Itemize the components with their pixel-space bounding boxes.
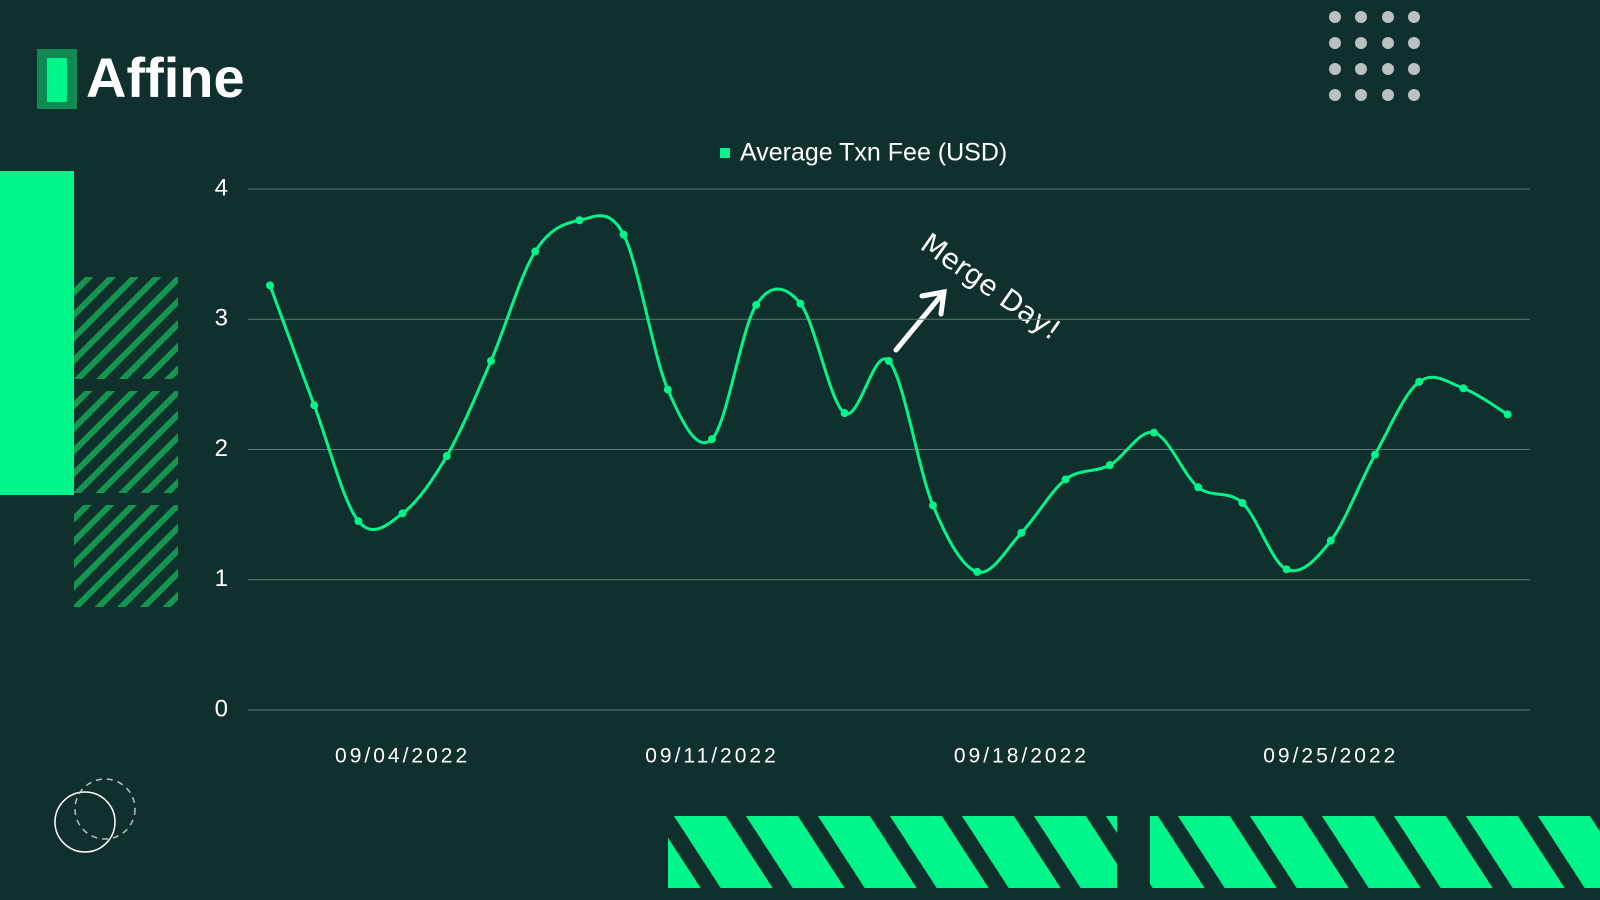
decoration bbox=[54, 791, 116, 853]
point bbox=[1415, 377, 1424, 386]
point bbox=[1326, 536, 1335, 545]
point bbox=[266, 281, 274, 290]
point bbox=[1282, 565, 1291, 574]
decoration bbox=[74, 277, 178, 379]
plot: 0 1 2 3 4 09/04/2022 09/11/2022 09/18/2022 09/25… bbox=[215, 139, 1530, 768]
brand: Affine bbox=[86, 46, 245, 109]
point bbox=[531, 247, 540, 256]
y-tick-label: 2 bbox=[215, 435, 228, 462]
x-tick-label: 09/18/2022 bbox=[954, 745, 1089, 768]
point bbox=[973, 567, 982, 576]
decoration bbox=[0, 171, 74, 495]
decoration bbox=[74, 391, 178, 493]
decoration bbox=[1150, 816, 1600, 888]
decoration bbox=[668, 816, 1117, 888]
y-tick-label: 3 bbox=[215, 305, 228, 332]
x-tick-label: 09/04/2022 bbox=[335, 745, 470, 768]
point bbox=[575, 216, 584, 225]
point bbox=[1061, 475, 1070, 484]
dot-grid bbox=[1329, 11, 1420, 101]
point bbox=[487, 356, 495, 365]
point bbox=[619, 230, 628, 239]
point bbox=[708, 435, 716, 444]
point bbox=[840, 409, 849, 418]
point bbox=[1150, 428, 1158, 437]
y-tick-label: 1 bbox=[215, 565, 228, 592]
point bbox=[1371, 450, 1379, 459]
point bbox=[1459, 384, 1468, 393]
point bbox=[1017, 528, 1026, 537]
y-tick-label: 4 bbox=[215, 174, 228, 201]
annotation-arrow bbox=[893, 288, 947, 353]
x-tick-label: 09/11/2022 bbox=[645, 745, 779, 768]
point bbox=[1105, 461, 1114, 470]
decoration bbox=[74, 778, 136, 840]
point bbox=[442, 452, 451, 461]
point bbox=[796, 299, 805, 308]
point bbox=[663, 385, 672, 394]
y-tick-label: 0 bbox=[215, 695, 228, 722]
logo-mark bbox=[47, 58, 67, 102]
point bbox=[398, 509, 407, 518]
x-tick-label: 09/25/2022 bbox=[1263, 745, 1398, 768]
decoration bbox=[74, 505, 178, 607]
point bbox=[929, 501, 937, 510]
point bbox=[310, 401, 319, 410]
legend-label: Average Txn Fee (USD) bbox=[740, 139, 1007, 167]
point bbox=[884, 356, 893, 365]
point bbox=[752, 300, 761, 309]
point bbox=[354, 517, 363, 526]
point bbox=[1238, 498, 1247, 507]
legend-swatch bbox=[720, 148, 730, 158]
point bbox=[1503, 410, 1512, 419]
point bbox=[1194, 483, 1203, 492]
